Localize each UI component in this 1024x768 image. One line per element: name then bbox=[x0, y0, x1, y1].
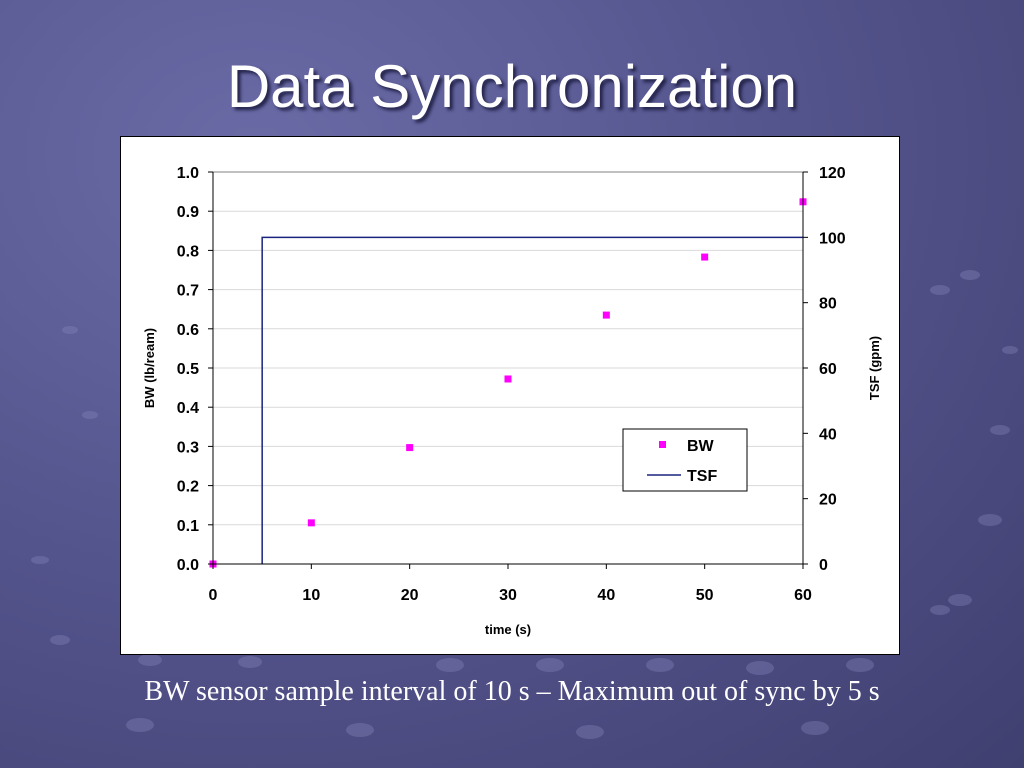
x-tick-label: 30 bbox=[499, 587, 517, 604]
y-tick-label: 0.8 bbox=[177, 243, 199, 260]
y2-axis-title: TSF (gpm) bbox=[867, 336, 882, 400]
y2-tick-label: 60 bbox=[819, 361, 837, 378]
chart-panel: 0 10 20 30 40 50 60 0.0 0.1 0.2 0.3 0.4 0.5 0.6 0.7 0.… bbox=[120, 136, 900, 655]
y2-tick-label: 40 bbox=[819, 426, 837, 443]
y2-tick-label: 100 bbox=[819, 230, 846, 247]
x-ticks: 0 10 20 30 40 50 60 bbox=[209, 564, 812, 604]
x-tick-label: 50 bbox=[696, 587, 714, 604]
y2-tick-label: 0 bbox=[819, 557, 828, 574]
bw-series bbox=[209, 198, 807, 568]
x-tick-label: 0 bbox=[209, 587, 218, 604]
y-tick-label: 0.0 bbox=[177, 557, 199, 574]
y2-tick-label: 120 bbox=[819, 165, 846, 182]
bw-point bbox=[504, 375, 512, 383]
bw-point bbox=[406, 444, 414, 452]
x-tick-label: 60 bbox=[794, 587, 812, 604]
y-ticks: 0.0 0.1 0.2 0.3 0.4 0.5 0.6 0.7 0.8 0.9 1.0 bbox=[177, 165, 213, 574]
tsf-series bbox=[261, 236, 803, 564]
y-tick-label: 1.0 bbox=[177, 165, 199, 182]
y-tick-label: 0.6 bbox=[177, 322, 199, 339]
slide-title: Data Synchronization bbox=[226, 53, 798, 120]
bw-point bbox=[307, 519, 315, 527]
y-tick-label: 0.5 bbox=[177, 361, 199, 378]
y2-ticks: 0 20 40 60 80 100 120 bbox=[803, 165, 846, 574]
y2-tick-label: 20 bbox=[819, 492, 837, 509]
legend-tsf-label: TSF bbox=[687, 468, 717, 485]
y-tick-label: 0.4 bbox=[177, 400, 199, 417]
bw-point bbox=[701, 253, 709, 261]
y-tick-label: 0.2 bbox=[177, 479, 199, 496]
x-tick-label: 20 bbox=[401, 587, 419, 604]
y-axis-title: BW (lb/ream) bbox=[142, 328, 157, 408]
y-tick-label: 0.1 bbox=[177, 518, 199, 535]
legend-bw-marker bbox=[659, 441, 666, 448]
tsf-line bbox=[261, 236, 803, 564]
x-tick-label: 10 bbox=[302, 587, 320, 604]
bw-point bbox=[602, 311, 610, 319]
x-axis-title: time (s) bbox=[485, 622, 531, 637]
legend: BW TSF bbox=[622, 428, 748, 492]
slide-caption: BW sensor sample interval of 10 s – Maxi… bbox=[144, 676, 880, 707]
legend-box bbox=[622, 428, 748, 492]
y-tick-label: 0.7 bbox=[177, 283, 199, 300]
y2-tick-label: 80 bbox=[819, 296, 837, 313]
chart: 0 10 20 30 40 50 60 0.00.10.20.30.40.50.60.70.… bbox=[142, 165, 882, 637]
y-tick-label: 0.9 bbox=[177, 204, 199, 221]
legend-bw-label: BW bbox=[687, 438, 715, 455]
x-tick-label: 40 bbox=[597, 587, 615, 604]
y-tick-label: 0.3 bbox=[177, 439, 199, 456]
